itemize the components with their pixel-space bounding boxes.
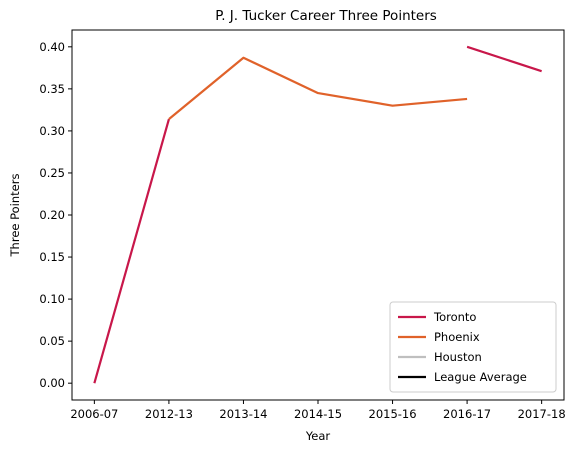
x-tick-label: 2006-07 <box>70 407 118 421</box>
chart-title: P. J. Tucker Career Three Pointers <box>215 8 437 24</box>
legend-label-league-average: League Average <box>434 370 527 384</box>
x-tick-label: 2014-15 <box>294 407 342 421</box>
x-tick-label: 2017-18 <box>518 407 566 421</box>
y-axis-label: Three Pointers <box>8 174 22 258</box>
series-line-toronto-2 <box>466 45 542 73</box>
series-line-toronto-0 <box>93 118 170 384</box>
legend-label-houston: Houston <box>434 350 482 364</box>
y-tick-label: 0.35 <box>39 82 65 96</box>
series-line-phoenix-1 <box>168 56 468 120</box>
x-tick-label: 2016-17 <box>443 407 491 421</box>
y-tick-label: 0.05 <box>39 334 65 348</box>
plot-area <box>93 45 542 384</box>
y-tick-label: 0.10 <box>39 292 65 306</box>
y-tick-label: 0.15 <box>39 250 65 264</box>
axes: 2006-07 2012-13 2013-14 2014-15 2015-16 2016-… <box>39 29 566 421</box>
legend: Toronto Phoenix Houston League Average <box>389 301 557 393</box>
x-axis-label: Year <box>305 429 331 443</box>
y-tick-label: 0.25 <box>39 166 65 180</box>
x-tick-label: 2012-13 <box>145 407 193 421</box>
x-tick-label: 2015-16 <box>369 407 417 421</box>
y-tick-label: 0.40 <box>39 40 65 54</box>
legend-label-phoenix: Phoenix <box>434 330 480 344</box>
y-tick-label: 0.00 <box>39 376 65 390</box>
y-tick-label: 0.30 <box>39 124 65 138</box>
x-tick-label: 2013-14 <box>219 407 267 421</box>
y-tick-label: 0.20 <box>39 208 65 222</box>
legend-label-toronto: Toronto <box>433 310 476 324</box>
legend-box <box>389 301 557 393</box>
